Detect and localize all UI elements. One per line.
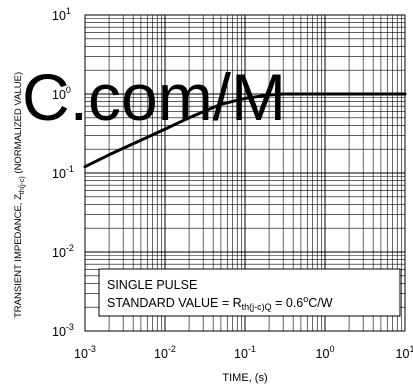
x-tick-labels: 10-3 10-2 10-1 100 101 [74, 344, 413, 361]
y-tick-label: 100 [52, 85, 71, 102]
plot-frame [84, 14, 406, 332]
x-tick-label: 10-2 [154, 344, 176, 361]
y-tick-label: 10-3 [52, 322, 74, 339]
x-tick-label: 10-3 [74, 344, 96, 361]
y-tick-label: 10-2 [52, 243, 74, 260]
y-tick-label: 101 [52, 6, 71, 23]
watermark-text: C.com/M [22, 60, 286, 134]
x-tick-label: 100 [316, 344, 335, 361]
x-tick-label: 10-1 [234, 344, 256, 361]
annotation-box: SINGLE PULSE STANDARD VALUE = Rth(j-c)Q … [98, 268, 401, 317]
y-tick-label: 10-1 [52, 164, 74, 181]
y-axis-label: TRANSIENT IMPEDANCE, Zth(j-c) (NORMALIZE… [13, 72, 26, 318]
annotation-line-1: SINGLE PULSE [107, 278, 197, 292]
annotation-line-2: STANDARD VALUE = Rth(j-c)Q = 0.6oC/W [107, 294, 333, 312]
x-tick-label: 101 [396, 344, 413, 361]
y-tick-labels: 101 100 10-1 10-2 10-3 [52, 6, 74, 339]
x-axis-label: TIME, (s) [222, 372, 267, 384]
impedance-curve [83, 92, 407, 169]
